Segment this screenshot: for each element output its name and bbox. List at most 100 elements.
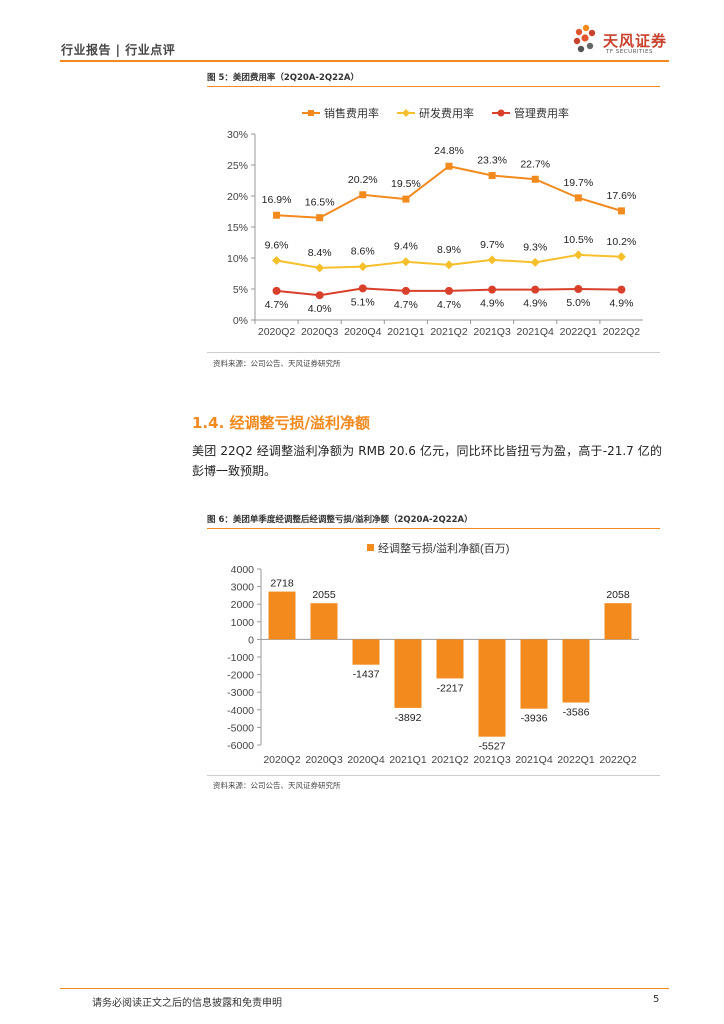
y-tick-label: -6000 [227, 740, 254, 752]
data-label: -3936 [521, 713, 548, 725]
data-point [530, 257, 540, 267]
data-point [272, 255, 282, 265]
y-tick-label: 1000 [231, 617, 255, 629]
y-tick-label: 20% [227, 191, 248, 203]
data-point [487, 255, 497, 265]
figure5-caption-rule [207, 86, 660, 87]
data-label: 4.7% [265, 299, 289, 311]
data-point [402, 195, 410, 203]
data-label: 19.5% [391, 178, 421, 190]
data-label: 4.9% [609, 298, 633, 310]
bar [352, 639, 380, 665]
data-label: 2058 [606, 589, 630, 601]
data-point [358, 262, 368, 272]
data-label: 24.8% [434, 145, 464, 157]
data-label: 2718 [270, 578, 294, 590]
data-point [359, 191, 367, 199]
data-label: 8.9% [437, 244, 461, 256]
legend-label: 研发费用率 [419, 106, 474, 120]
data-point [573, 250, 583, 260]
y-tick-label: -1000 [227, 652, 254, 664]
data-point [273, 211, 281, 219]
legend-label: 销售费用率 [324, 106, 379, 120]
y-tick-label: 30% [227, 129, 248, 141]
data-point [531, 285, 540, 294]
figure6-caption: 图 6：美团单季度经调整后经调整亏损/溢利净额（2Q20A-2Q22A） [207, 515, 473, 525]
bar [478, 639, 506, 737]
data-point [315, 263, 325, 273]
series-line-0 [276, 165, 622, 219]
data-point [488, 172, 496, 180]
data-point [444, 260, 454, 270]
bar [436, 639, 464, 679]
data-label: 4.7% [394, 299, 418, 311]
data-point [445, 162, 453, 170]
x-tick-label: 2021Q3 [473, 326, 511, 338]
footer-divider [60, 988, 669, 989]
brand-name: 天风证券 [603, 32, 668, 50]
data-label: -5527 [479, 741, 506, 753]
data-label: 16.9% [262, 194, 292, 206]
section-title: 1.4. 经调整亏损/溢利净额 [192, 414, 370, 432]
x-tick-label: 2022Q1 [560, 326, 598, 338]
data-label: 19.7% [563, 177, 593, 189]
data-point [574, 194, 582, 202]
data-point [616, 252, 626, 262]
data-label: 4.0% [308, 303, 332, 315]
x-tick-label: 2021Q1 [387, 326, 425, 338]
data-label: 9.3% [523, 241, 547, 253]
data-label: 22.7% [520, 158, 550, 170]
brand-sub: TF SECURITIES [606, 49, 653, 55]
data-point [272, 286, 281, 295]
figure6-caption-rule [207, 528, 660, 529]
y-tick-label: 0% [233, 315, 248, 327]
data-label: 16.5% [305, 197, 335, 209]
data-label: -3892 [395, 712, 422, 724]
x-tick-label: 2022Q2 [599, 754, 637, 766]
bar [268, 591, 296, 640]
y-tick-label: 10% [227, 253, 248, 265]
x-tick-label: 2020Q4 [344, 326, 382, 338]
data-label: 4.9% [523, 298, 547, 310]
data-label: 8.6% [351, 246, 375, 258]
x-tick-label: 2020Q4 [347, 754, 385, 766]
y-tick-label: 3000 [231, 582, 255, 594]
x-tick-label: 2022Q2 [603, 326, 641, 338]
data-point [401, 257, 411, 267]
y-tick-label: 5% [233, 284, 248, 296]
y-tick-label: -2000 [227, 670, 254, 682]
data-label: 4.7% [437, 299, 461, 311]
data-point [617, 285, 626, 294]
legend-label: 管理费用率 [514, 106, 569, 120]
data-point [316, 214, 324, 222]
adjusted-net-profit-bar-chart: 经调整亏损/溢利净额(百万) -6000 -5000 -4000 -3000 -2000 -… [227, 541, 639, 766]
figure5-caption: 图 5：美团费用率（2Q20A-2Q22A） [207, 73, 359, 83]
data-label: 4.9% [480, 298, 504, 310]
x-tick-label: 2021Q1 [389, 754, 427, 766]
expense-ratio-line-chart: 0% 5% 10% 15% 20% 25% 30% 2020Q2 2020Q3 2020Q4 202… [227, 106, 643, 338]
y-tick-label: 2000 [231, 599, 255, 611]
data-label: 17.6% [607, 190, 637, 202]
x-tick-label: 2021Q2 [431, 754, 469, 766]
bar [310, 603, 338, 640]
x-tick-label: 2021Q4 [517, 326, 555, 338]
x-tick-label: 2021Q2 [430, 326, 468, 338]
data-label: 5.1% [351, 296, 375, 308]
x-tick-label: 2020Q3 [301, 326, 339, 338]
data-label: 9.7% [480, 239, 504, 251]
figure6-source: 资料来源：公司公告、天风证券研究所 [213, 781, 341, 790]
y-tick-label: -5000 [227, 722, 254, 734]
data-label: -3586 [563, 707, 590, 719]
x-tick-label: 2021Q4 [515, 754, 553, 766]
footer-disclaimer: 请务必阅读正文之后的信息披露和免责申明 [92, 998, 282, 1009]
data-label: 10.2% [607, 236, 637, 248]
bar [520, 639, 548, 709]
data-point [531, 175, 539, 183]
data-point [401, 286, 410, 295]
data-point [617, 207, 625, 215]
legend-label: 经调整亏损/溢利净额(百万) [378, 541, 509, 555]
y-tick-label: -3000 [227, 687, 254, 699]
data-label: 9.4% [394, 241, 418, 253]
legend-marker [402, 109, 410, 117]
x-tick-label: 2021Q3 [473, 754, 511, 766]
